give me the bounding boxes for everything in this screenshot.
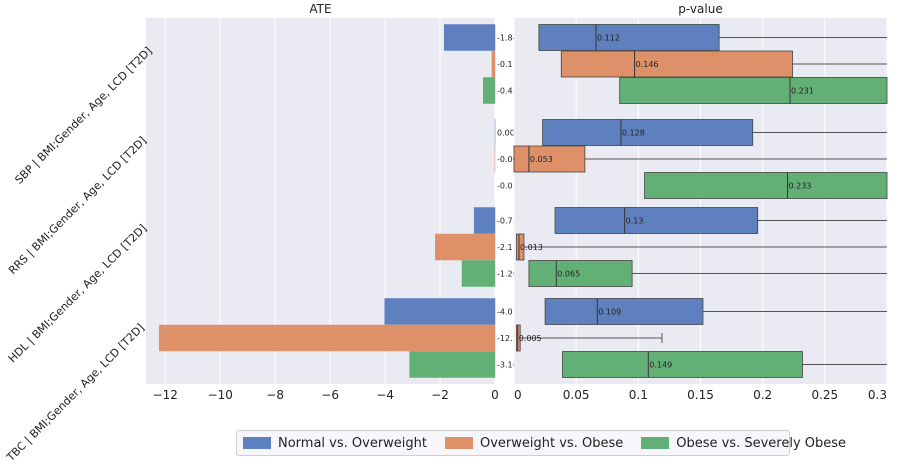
ate-tick-label: −12 — [153, 388, 178, 402]
ate-data-label: -0.112 — [497, 60, 523, 69]
ate-data-label: -1.846 — [497, 34, 523, 43]
pvalue-box — [542, 119, 754, 146]
pvalue-tick-label: 0 — [514, 388, 522, 402]
ate-bar — [159, 324, 496, 352]
ate-bar — [384, 298, 496, 325]
group-label: SBP | BMI;Gender, Age, LCD [T2D] — [12, 44, 154, 186]
pvalue-box — [516, 324, 521, 352]
pvalue-data-label: 0.128 — [622, 129, 645, 138]
legend-label: Overweight vs. Obese — [480, 435, 624, 451]
pvalue-data-label: 0.146 — [636, 60, 659, 69]
pvalue-tick-label: 0.3 — [868, 388, 887, 402]
pvalue-box — [562, 351, 803, 378]
pvalue-data-label: 0.13 — [626, 217, 644, 226]
legend-item: Normal vs. Overweight — [243, 436, 427, 451]
ate-data-label: -12.217 — [497, 334, 528, 343]
legend-label: Obese vs. Severely Obese — [676, 435, 847, 451]
pvalue-tick-label: 0.05 — [563, 388, 590, 402]
ate-panel-title: ATE — [309, 2, 331, 16]
group-label: RRS | BMI;Gender, Age, LCD [T2D] — [6, 134, 149, 277]
ate-bar — [491, 50, 496, 78]
pvalue-data-label: 0.231 — [791, 87, 814, 96]
legend-item: Overweight vs. Obese — [445, 436, 623, 451]
ate-data-label: -0.43 — [497, 87, 518, 96]
pvalue-tick-label: 0.1 — [629, 388, 648, 402]
pvalue-data-label: 0.233 — [789, 182, 812, 191]
pvalue-box — [528, 260, 633, 287]
ate-bar — [444, 24, 496, 51]
pvalue-data-label: 0.065 — [557, 270, 580, 279]
ate-bar — [482, 77, 496, 104]
legend-swatch-overweight-obese — [445, 437, 473, 449]
ate-panel: -1.846 -0.112 -0.43 0.002 -0.003 -0.0 -0.758 -2… — [146, 2, 528, 402]
ate-tick-label: −10 — [208, 388, 233, 402]
ate-data-label: 0.002 — [497, 129, 520, 138]
ate-data-label: -4.012 — [497, 308, 523, 317]
ate-data-label: -3.107 — [497, 361, 523, 370]
group-labels: SBP | BMI;Gender, Age, LCD [T2D]RRS | BM… — [3, 44, 154, 464]
legend: Normal vs. Overweight Overweight vs. Obe… — [236, 430, 846, 456]
pvalue-x-axis: 0 0.05 0.1 0.15 0.2 0.25 0.3 — [514, 388, 887, 402]
ate-data-label: -0.003 — [497, 155, 523, 164]
ate-bar — [473, 207, 496, 234]
pvalue-box — [554, 207, 759, 234]
legend-swatch-normal-overweight — [243, 437, 271, 449]
pvalue-box — [516, 233, 525, 261]
pvalue-box — [619, 77, 888, 104]
ate-tick-label: −8 — [266, 388, 284, 402]
pvalue-box — [538, 24, 720, 51]
pvalue-tick-label: 0.15 — [687, 388, 714, 402]
pvalue-panel-title: p-value — [678, 2, 722, 16]
pvalue-data-label: 0.112 — [597, 34, 620, 43]
pvalue-tick-label: 0.25 — [811, 388, 838, 402]
pvalue-data-label: 0.005 — [519, 334, 542, 343]
ate-x-axis: −12 −10 −8 −6 −4 −2 0 — [153, 388, 499, 402]
pvalue-data-label: 0.149 — [649, 361, 672, 370]
ate-bars: -1.846 -0.112 -0.43 0.002 -0.003 -0.0 -0.758 -2… — [159, 24, 528, 378]
legend-swatch-obese-severely-obese — [641, 437, 670, 449]
ate-tick-label: −4 — [376, 388, 394, 402]
pvalue-boxes: 0.112 0.146 0.231 0.128 0.053 0.233 0.13 0.013 0… — [513, 24, 888, 378]
pvalue-data-label: 0.013 — [520, 243, 543, 252]
pvalue-tick-label: 0.2 — [753, 388, 772, 402]
pvalue-box — [544, 298, 704, 325]
ate-tick-label: −6 — [321, 388, 339, 402]
ate-data-label: -0.0 — [497, 182, 513, 191]
ate-data-label: -1.201 — [497, 270, 523, 279]
ate-data-label: -2.172 — [497, 243, 523, 252]
legend-label: Normal vs. Overweight — [278, 435, 427, 451]
pvalue-data-label: 0.053 — [530, 155, 553, 164]
ate-data-label: -0.758 — [497, 217, 523, 226]
legend-item: Obese vs. Severely Obese — [641, 436, 846, 451]
ate-bar — [435, 233, 496, 261]
pvalue-box — [560, 50, 793, 78]
ate-tick-label: 0 — [491, 388, 499, 402]
pvalue-data-label: 0.109 — [598, 308, 621, 317]
pvalue-box — [513, 145, 586, 173]
pvalue-box — [644, 172, 888, 199]
ate-tick-label: −2 — [431, 388, 449, 402]
pvalue-panel: 0.112 0.146 0.231 0.128 0.053 0.233 0.13 0.013 0… — [513, 2, 888, 402]
ate-bar — [461, 260, 496, 287]
ate-bar — [409, 351, 496, 378]
